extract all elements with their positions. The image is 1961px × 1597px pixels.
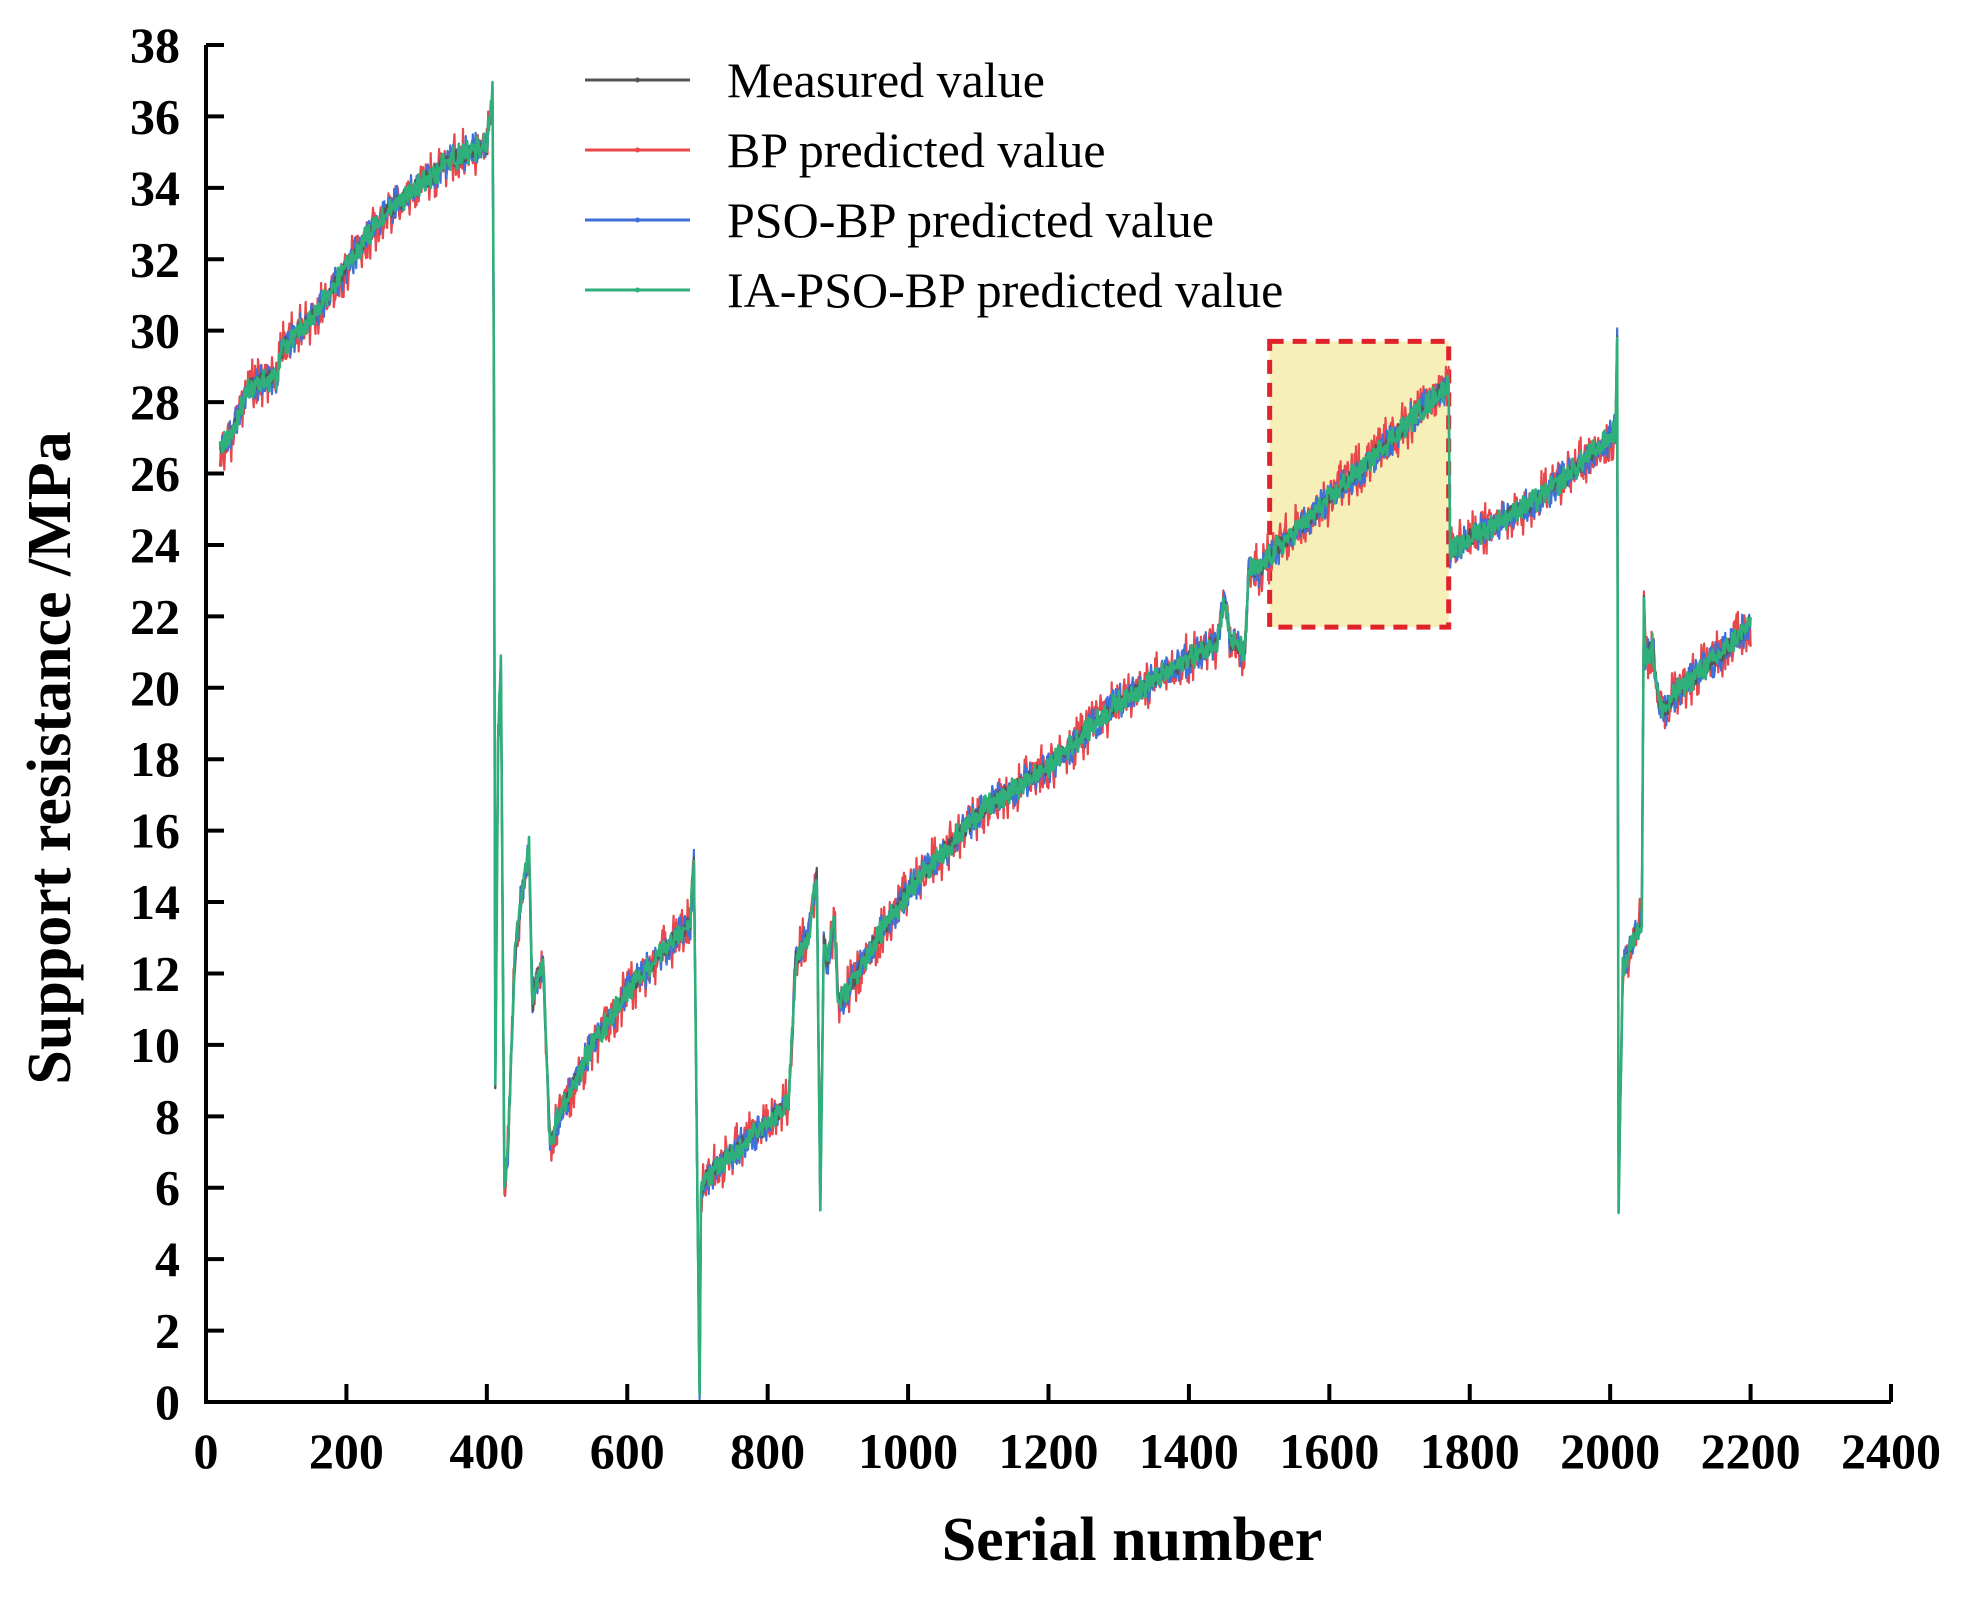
x-tick-label: 2200 (1701, 1423, 1801, 1479)
y-tick-label: 32 (130, 231, 180, 287)
y-tick-label: 26 (130, 446, 180, 502)
legend-label: IA-PSO-BP predicted value (727, 262, 1283, 318)
y-tick-label: 8 (155, 1088, 180, 1144)
legend-marker (635, 217, 640, 223)
y-tick-label: 24 (130, 517, 180, 573)
x-tick-label: 2000 (1560, 1423, 1660, 1479)
y-tick-label: 36 (130, 88, 180, 144)
x-tick-label: 0 (194, 1423, 219, 1479)
legend-marker (635, 77, 640, 83)
y-tick-label: 2 (155, 1303, 180, 1359)
x-tick-label: 1800 (1420, 1423, 1520, 1479)
axes (204, 45, 1891, 1404)
x-tick-label: 1200 (999, 1423, 1099, 1479)
x-tick-label: 200 (309, 1423, 384, 1479)
y-tick-label: 20 (130, 660, 180, 716)
legend-marker (635, 147, 640, 153)
y-tick-label: 18 (130, 731, 180, 787)
x-tick-label: 400 (449, 1423, 524, 1479)
x-axis-title: Serial number (942, 1506, 1323, 1574)
legend-label: PSO-BP predicted value (727, 192, 1214, 248)
x-tick-label: 1400 (1139, 1423, 1239, 1479)
y-tick-label: 10 (130, 1017, 180, 1073)
series-line-ia-pso-bp-predicted-value (218, 80, 1752, 1396)
x-tick-label: 600 (590, 1423, 665, 1479)
y-tick-label: 38 (130, 17, 180, 73)
x-tick-label: 1600 (1279, 1423, 1379, 1479)
x-tick-label: 1000 (858, 1423, 958, 1479)
legend-label: BP predicted value (727, 122, 1106, 178)
y-tick-label: 34 (130, 160, 180, 216)
y-tick-label: 14 (130, 874, 180, 930)
y-tick-label: 16 (130, 803, 180, 859)
y-tick-label: 4 (155, 1231, 180, 1287)
y-tick-label: 28 (130, 374, 180, 430)
x-tick-label: 2400 (1841, 1423, 1941, 1479)
y-tick-label: 30 (130, 303, 180, 359)
y-axis-title: Support resistance /MPa (16, 431, 84, 1084)
y-tick-label: 22 (130, 588, 180, 644)
legend-marker (635, 287, 640, 293)
legend-label: Measured value (727, 52, 1045, 108)
y-tick-label: 0 (155, 1374, 180, 1430)
x-tick-label: 800 (730, 1423, 805, 1479)
legend: Measured value BP predicted value PSO-BP p… (585, 52, 1283, 318)
y-tick-label: 12 (130, 945, 180, 1001)
y-tick-label: 6 (155, 1160, 180, 1216)
series-layer (218, 80, 1752, 1401)
x-axis-ticks: 0 200 400 600 800 1000 1200 1400 1600 1800 2000 220… (194, 1384, 1941, 1479)
